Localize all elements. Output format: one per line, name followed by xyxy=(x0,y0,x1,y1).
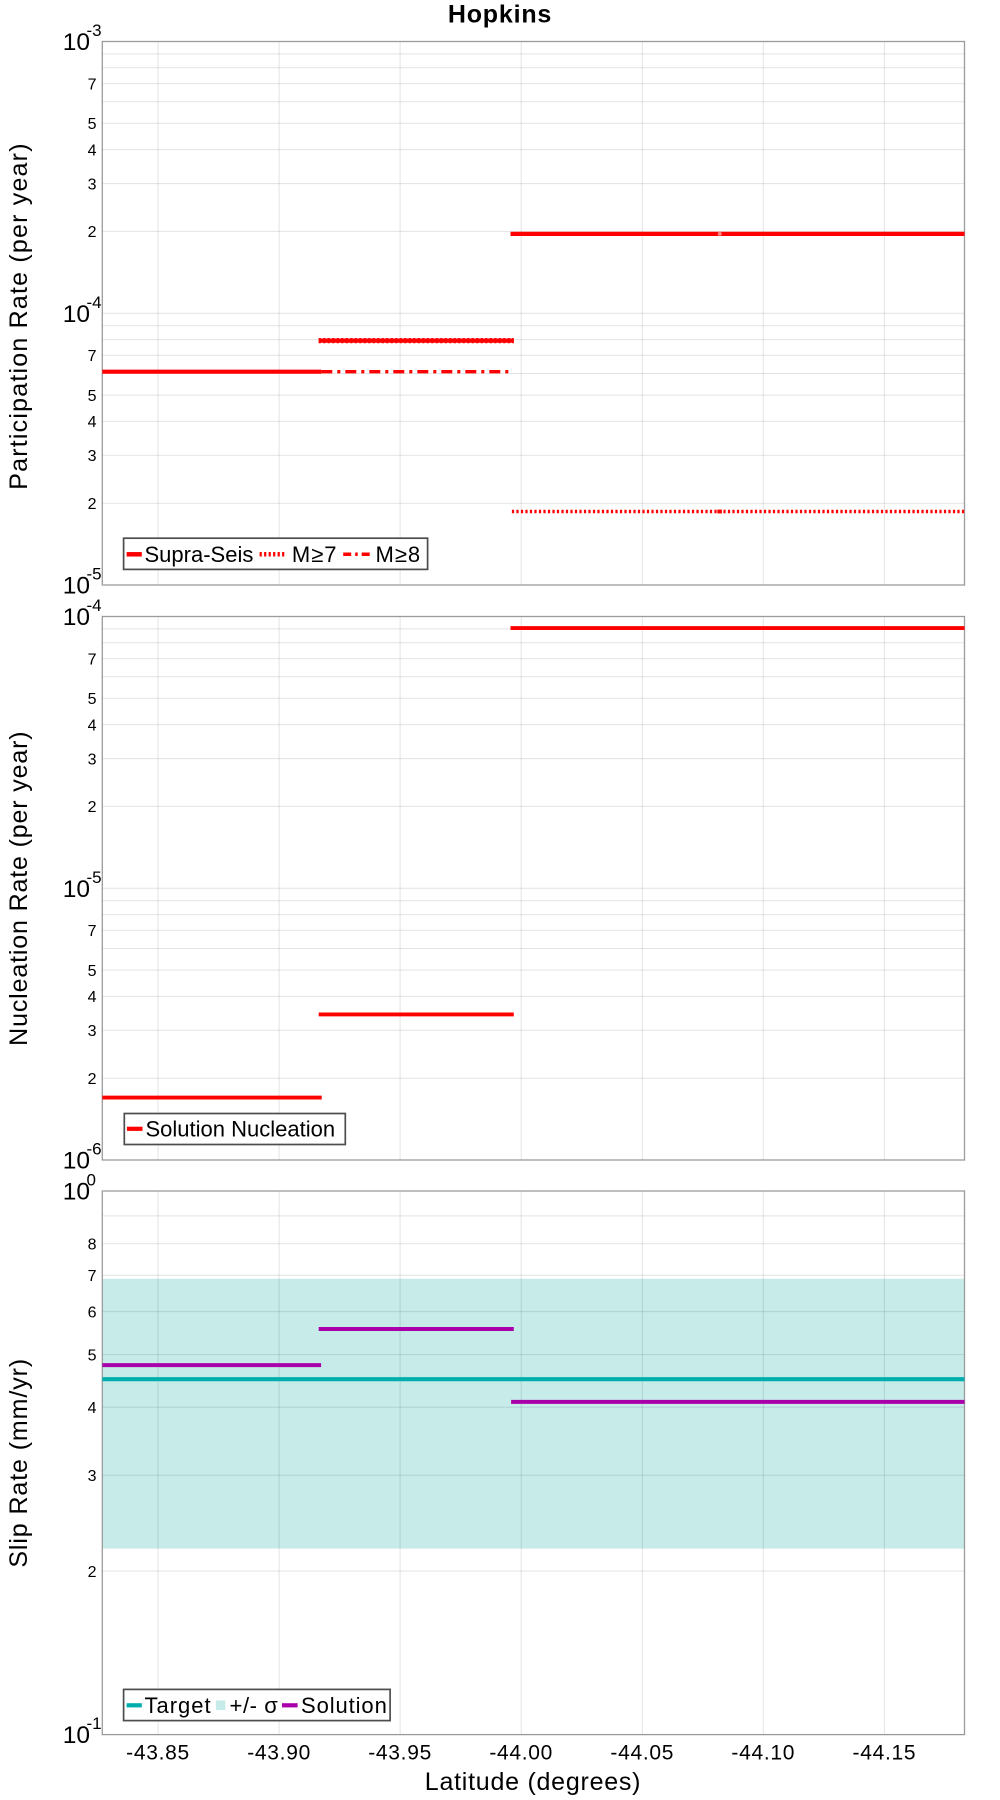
svg-text:-44.10: -44.10 xyxy=(731,1742,795,1765)
svg-text:2: 2 xyxy=(88,224,97,241)
svg-text:2: 2 xyxy=(88,1071,97,1088)
svg-text:-5: -5 xyxy=(87,565,102,584)
svg-text:4: 4 xyxy=(88,142,97,159)
svg-text:Latitude (degrees): Latitude (degrees) xyxy=(425,1768,641,1796)
svg-text:3: 3 xyxy=(88,751,97,768)
svg-text:Solution Nucleation: Solution Nucleation xyxy=(146,1116,336,1141)
svg-text:7: 7 xyxy=(88,348,97,365)
svg-text:-3: -3 xyxy=(87,21,102,40)
svg-text:10: 10 xyxy=(63,573,90,600)
svg-text:-5: -5 xyxy=(87,868,102,887)
svg-text:5: 5 xyxy=(88,691,97,708)
svg-text:M≥8: M≥8 xyxy=(376,542,422,567)
svg-text:10: 10 xyxy=(63,876,90,903)
svg-text:-4: -4 xyxy=(87,293,102,312)
svg-text:10: 10 xyxy=(63,1148,90,1175)
svg-text:3: 3 xyxy=(88,1468,97,1485)
svg-text:-44.05: -44.05 xyxy=(610,1742,674,1765)
svg-text:Target: Target xyxy=(145,1693,212,1718)
svg-text:7: 7 xyxy=(88,76,97,93)
svg-text:10: 10 xyxy=(63,604,90,631)
svg-text:5: 5 xyxy=(88,388,97,405)
svg-text:M≥7: M≥7 xyxy=(292,542,338,567)
svg-text:6: 6 xyxy=(88,1304,97,1321)
svg-text:5: 5 xyxy=(88,963,97,980)
svg-text:0: 0 xyxy=(87,1171,96,1190)
svg-text:10: 10 xyxy=(63,1722,90,1749)
svg-text:Hopkins: Hopkins xyxy=(448,1,552,29)
svg-text:2: 2 xyxy=(88,1564,97,1581)
svg-text:-43.95: -43.95 xyxy=(368,1742,432,1765)
svg-text:10: 10 xyxy=(63,29,90,56)
svg-text:10: 10 xyxy=(63,1179,90,1206)
svg-text:-4: -4 xyxy=(87,596,102,615)
svg-text:7: 7 xyxy=(88,651,97,668)
svg-text:-43.90: -43.90 xyxy=(247,1742,311,1765)
svg-text:4: 4 xyxy=(88,717,97,734)
svg-text:4: 4 xyxy=(88,414,97,431)
svg-text:2: 2 xyxy=(88,496,97,513)
svg-text:10: 10 xyxy=(63,301,90,328)
svg-text:4: 4 xyxy=(88,1400,97,1417)
svg-text:Slip Rate (mm/yr): Slip Rate (mm/yr) xyxy=(5,1358,33,1568)
svg-text:7: 7 xyxy=(88,1268,97,1285)
svg-text:-6: -6 xyxy=(87,1140,102,1159)
svg-text:2: 2 xyxy=(88,799,97,816)
svg-text:-44.00: -44.00 xyxy=(489,1742,553,1765)
svg-text:3: 3 xyxy=(88,1023,97,1040)
svg-text:5: 5 xyxy=(88,1347,97,1364)
svg-text:7: 7 xyxy=(88,923,97,940)
svg-text:+/- σ: +/- σ xyxy=(230,1693,279,1718)
svg-text:Nucleation Rate (per year): Nucleation Rate (per year) xyxy=(5,731,33,1046)
svg-text:-1: -1 xyxy=(87,1714,102,1733)
svg-text:-44.15: -44.15 xyxy=(853,1742,917,1765)
svg-text:8: 8 xyxy=(88,1237,97,1254)
svg-text:-43.85: -43.85 xyxy=(126,1742,190,1765)
svg-text:Participation Rate (per year): Participation Rate (per year) xyxy=(5,142,33,489)
svg-text:3: 3 xyxy=(88,448,97,465)
svg-text:4: 4 xyxy=(88,989,97,1006)
svg-text:Solution: Solution xyxy=(301,1693,388,1718)
svg-text:5: 5 xyxy=(88,116,97,133)
svg-text:Supra-Seis: Supra-Seis xyxy=(145,542,254,567)
svg-text:3: 3 xyxy=(88,176,97,193)
